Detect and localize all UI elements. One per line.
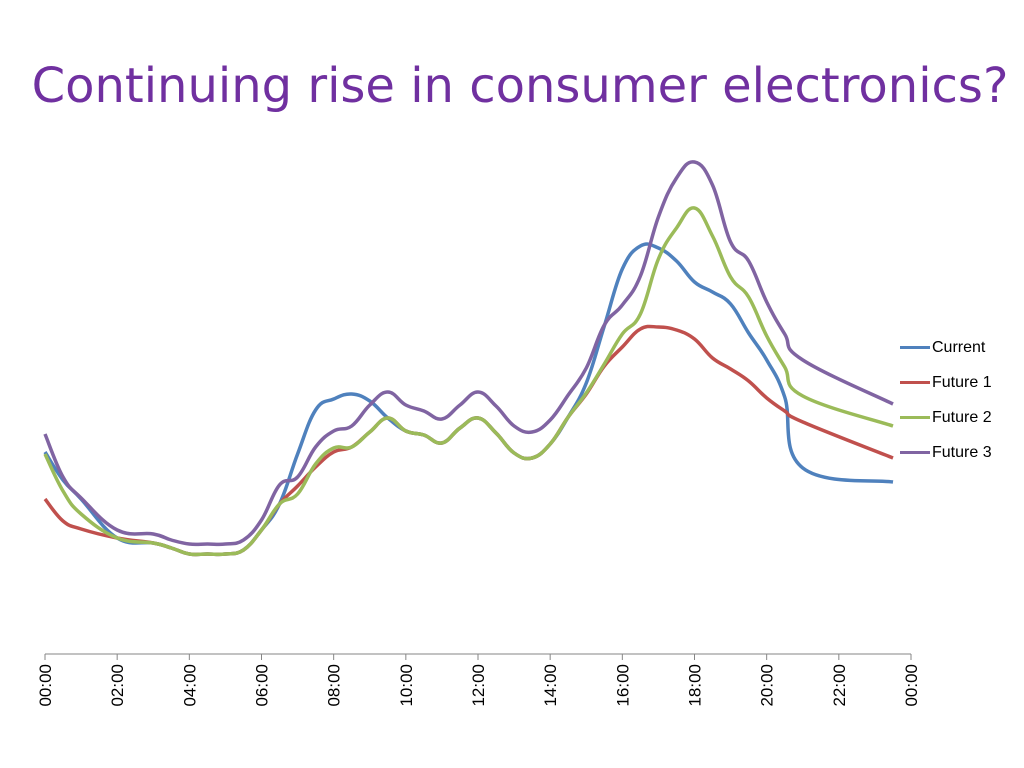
chart-legend: Current Future 1 Future 2 Future 3 — [900, 330, 992, 470]
legend-label: Future 2 — [932, 408, 992, 426]
x-tick-label: 00:00 — [36, 664, 55, 707]
series-line-future-2 — [43, 206, 894, 557]
x-tick-label: 22:00 — [830, 664, 849, 707]
legend-swatch — [900, 381, 930, 384]
x-tick-label: 04:00 — [180, 664, 199, 707]
legend-item: Current — [900, 330, 992, 365]
x-tick-label: 06:00 — [253, 664, 272, 707]
x-tick-label: 18:00 — [686, 664, 705, 707]
x-tick-label: 20:00 — [758, 664, 777, 707]
legend-label: Future 1 — [932, 373, 992, 391]
legend-item: Future 2 — [900, 400, 992, 435]
x-tick-label: 08:00 — [325, 664, 344, 707]
legend-swatch — [900, 416, 930, 419]
x-tick-label: 16:00 — [613, 664, 632, 707]
legend-swatch — [900, 451, 930, 454]
x-tick-label: 12:00 — [469, 664, 488, 707]
legend-item: Future 1 — [900, 365, 992, 400]
series-line-future-3 — [43, 160, 894, 547]
x-tick-label: 02:00 — [108, 664, 127, 707]
legend-label: Future 3 — [932, 443, 992, 461]
x-tick-label: 10:00 — [397, 664, 416, 707]
legend-item: Future 3 — [900, 435, 992, 470]
legend-label: Current — [932, 338, 986, 356]
legend-swatch — [900, 346, 930, 349]
page-title: Continuing rise in consumer electronics? — [31, 58, 1009, 114]
x-tick-label: 14:00 — [541, 664, 560, 707]
x-tick-label: 00:00 — [902, 664, 921, 707]
